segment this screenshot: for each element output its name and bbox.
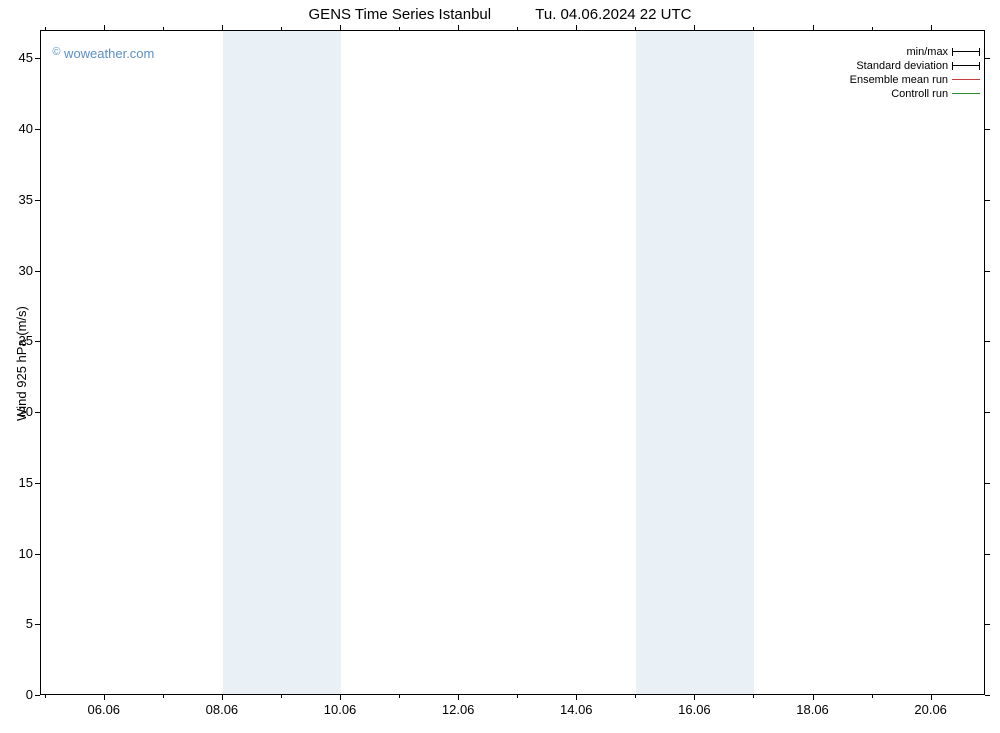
y-tick <box>985 554 990 555</box>
chart-container: GENS Time Series Istanbul Tu. 04.06.2024… <box>0 0 1000 733</box>
watermark: © woweather.com <box>52 46 154 61</box>
x-minor-tick <box>281 27 282 30</box>
x-minor-tick <box>635 27 636 30</box>
x-minor-tick <box>399 695 400 698</box>
x-tick <box>340 25 341 30</box>
plot-area: © woweather.com <box>40 30 985 695</box>
y-tick <box>35 271 40 272</box>
y-tick-label: 10 <box>3 546 33 561</box>
y-tick <box>35 129 40 130</box>
x-minor-tick <box>45 695 46 698</box>
legend-label: Ensemble mean run <box>850 73 952 87</box>
x-tick <box>340 695 341 700</box>
y-tick-label: 45 <box>3 50 33 65</box>
x-minor-tick <box>45 27 46 30</box>
x-tick <box>222 695 223 700</box>
weekend-shade <box>636 31 754 694</box>
x-tick <box>694 25 695 30</box>
x-minor-tick <box>872 27 873 30</box>
x-minor-tick <box>399 27 400 30</box>
y-tick <box>35 58 40 59</box>
x-tick-label: 20.06 <box>906 702 956 717</box>
chart-timestamp: Tu. 04.06.2024 22 UTC <box>535 6 691 23</box>
x-minor-tick <box>635 695 636 698</box>
weekend-shade <box>223 31 341 694</box>
y-tick <box>985 129 990 130</box>
y-tick <box>35 341 40 342</box>
y-tick-label: 40 <box>3 121 33 136</box>
x-tick <box>458 695 459 700</box>
y-tick-label: 25 <box>3 333 33 348</box>
y-tick <box>35 554 40 555</box>
x-tick-label: 16.06 <box>669 702 719 717</box>
x-minor-tick <box>517 695 518 698</box>
x-tick <box>813 695 814 700</box>
y-tick-label: 5 <box>3 616 33 631</box>
chart-title-row: GENS Time Series Istanbul Tu. 04.06.2024… <box>0 6 1000 23</box>
x-tick <box>104 695 105 700</box>
x-tick <box>694 695 695 700</box>
y-tick <box>985 271 990 272</box>
x-tick <box>931 695 932 700</box>
y-tick <box>985 483 990 484</box>
legend-swatch <box>952 75 980 85</box>
y-tick <box>985 200 990 201</box>
y-tick <box>985 58 990 59</box>
x-tick-label: 06.06 <box>79 702 129 717</box>
y-tick-label: 20 <box>3 404 33 419</box>
x-minor-tick <box>163 695 164 698</box>
legend-label: Standard deviation <box>856 59 952 73</box>
x-tick <box>104 25 105 30</box>
y-tick-label: 35 <box>3 192 33 207</box>
x-tick-label: 12.06 <box>433 702 483 717</box>
legend-item: Standard deviation <box>850 59 980 73</box>
chart-series-name: GENS Time Series Istanbul <box>309 6 492 23</box>
x-tick <box>576 695 577 700</box>
legend: min/maxStandard deviationEnsemble mean r… <box>850 45 980 101</box>
y-tick-label: 30 <box>3 263 33 278</box>
y-tick <box>35 695 40 696</box>
x-minor-tick <box>872 695 873 698</box>
x-tick <box>458 25 459 30</box>
y-tick <box>985 412 990 413</box>
x-tick-label: 18.06 <box>788 702 838 717</box>
x-minor-tick <box>517 27 518 30</box>
x-minor-tick <box>163 27 164 30</box>
x-tick-label: 08.06 <box>197 702 247 717</box>
legend-swatch <box>952 61 980 71</box>
x-tick <box>222 25 223 30</box>
y-tick <box>985 624 990 625</box>
legend-item: Ensemble mean run <box>850 73 980 87</box>
y-tick <box>35 624 40 625</box>
y-tick-label: 0 <box>3 687 33 702</box>
y-tick <box>35 483 40 484</box>
y-tick <box>985 695 990 696</box>
legend-label: Controll run <box>891 87 952 101</box>
x-tick <box>813 25 814 30</box>
x-minor-tick <box>753 27 754 30</box>
y-tick <box>985 341 990 342</box>
legend-item: Controll run <box>850 87 980 101</box>
x-minor-tick <box>281 695 282 698</box>
legend-swatch <box>952 47 980 57</box>
y-tick <box>35 200 40 201</box>
y-tick <box>35 412 40 413</box>
x-tick <box>576 25 577 30</box>
legend-item: min/max <box>850 45 980 59</box>
x-tick-label: 10.06 <box>315 702 365 717</box>
x-tick-label: 14.06 <box>551 702 601 717</box>
legend-swatch <box>952 89 980 99</box>
x-tick <box>931 25 932 30</box>
y-tick-label: 15 <box>3 475 33 490</box>
x-minor-tick <box>753 695 754 698</box>
legend-label: min/max <box>907 45 953 59</box>
